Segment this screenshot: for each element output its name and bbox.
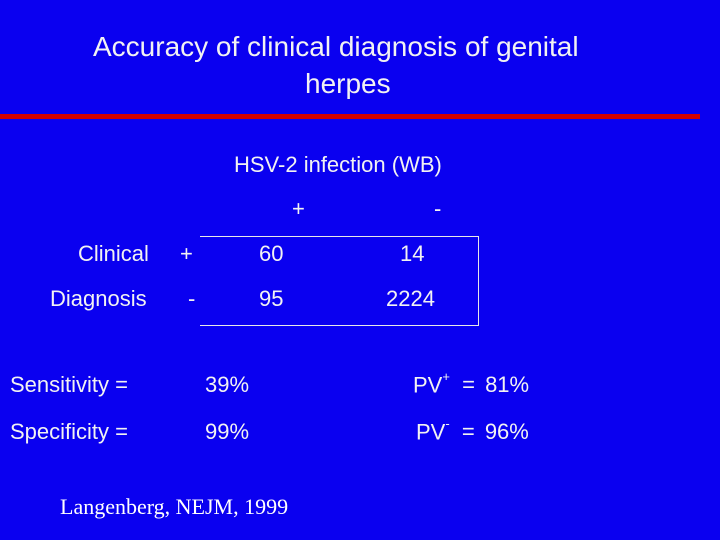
- specificity-label: Specificity =: [10, 419, 128, 444]
- citation: Langenberg, NEJM, 1999: [60, 494, 289, 519]
- contingency-table-box: [200, 236, 479, 326]
- table-cell: 60: [259, 241, 284, 266]
- row-label-diagnosis: Diagnosis: [50, 286, 147, 311]
- row-sign-negative: -: [188, 286, 196, 311]
- table-cell: 95: [259, 286, 284, 311]
- ppv-stat: PV+ = 81%: [413, 369, 530, 398]
- row-label-clinical: Clinical: [78, 241, 149, 266]
- column-header-positive: +: [292, 196, 305, 221]
- npv-equals: =: [461, 419, 475, 445]
- sensitivity-value: 39%: [205, 372, 250, 397]
- table-header: HSV-2 infection (WB): [234, 152, 442, 177]
- npv-label: PV: [416, 419, 446, 445]
- title-divider: [0, 114, 700, 119]
- npv-superscript: -: [445, 416, 450, 431]
- table-cell: 14: [400, 241, 425, 266]
- specificity-value: 99%: [205, 419, 250, 444]
- ppv-superscript: +: [442, 369, 450, 384]
- row-sign-positive: +: [180, 241, 193, 266]
- npv-value: 96%: [484, 419, 529, 445]
- ppv-value: 81%: [485, 372, 530, 398]
- slide-title-line2: herpes: [305, 68, 391, 99]
- slide-title-line1: Accuracy of clinical diagnosis of genita…: [93, 31, 579, 62]
- ppv-equals: =: [462, 372, 475, 398]
- column-header-negative: -: [434, 196, 442, 221]
- sensitivity-label: Sensitivity =: [10, 372, 128, 397]
- npv-stat: PV- = 96%: [416, 416, 529, 445]
- table-cell: 2224: [386, 286, 435, 311]
- ppv-label: PV: [413, 372, 443, 398]
